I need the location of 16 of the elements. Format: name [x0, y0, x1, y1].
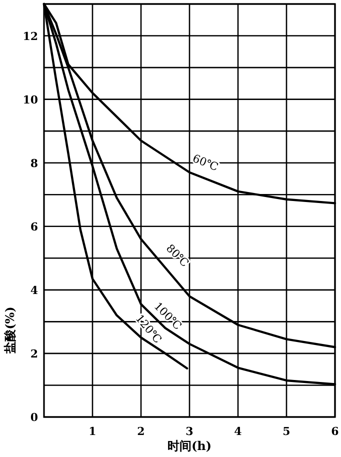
y-tick-label: 2 — [30, 347, 38, 360]
x-axis-title: 时间(h) — [167, 439, 212, 453]
y-tick-label: 8 — [30, 156, 38, 170]
x-tick-label: 6 — [331, 425, 340, 438]
x-tick-label: 4 — [234, 425, 242, 438]
x-tick-label: 3 — [186, 425, 194, 438]
y-axis-title: 盐酸(%) — [3, 306, 17, 354]
y-tick-label: 6 — [30, 220, 38, 234]
x-tick-label: 2 — [137, 425, 145, 438]
y-tick-label: 0 — [30, 411, 38, 424]
text: 60℃ — [190, 152, 220, 174]
x-tick-label: 5 — [282, 425, 290, 438]
y-tick-label: 12 — [22, 30, 38, 43]
y-tick-label: 10 — [22, 93, 38, 106]
x-tick-label: 1 — [88, 425, 96, 438]
y-tick-label: 4 — [30, 284, 38, 297]
